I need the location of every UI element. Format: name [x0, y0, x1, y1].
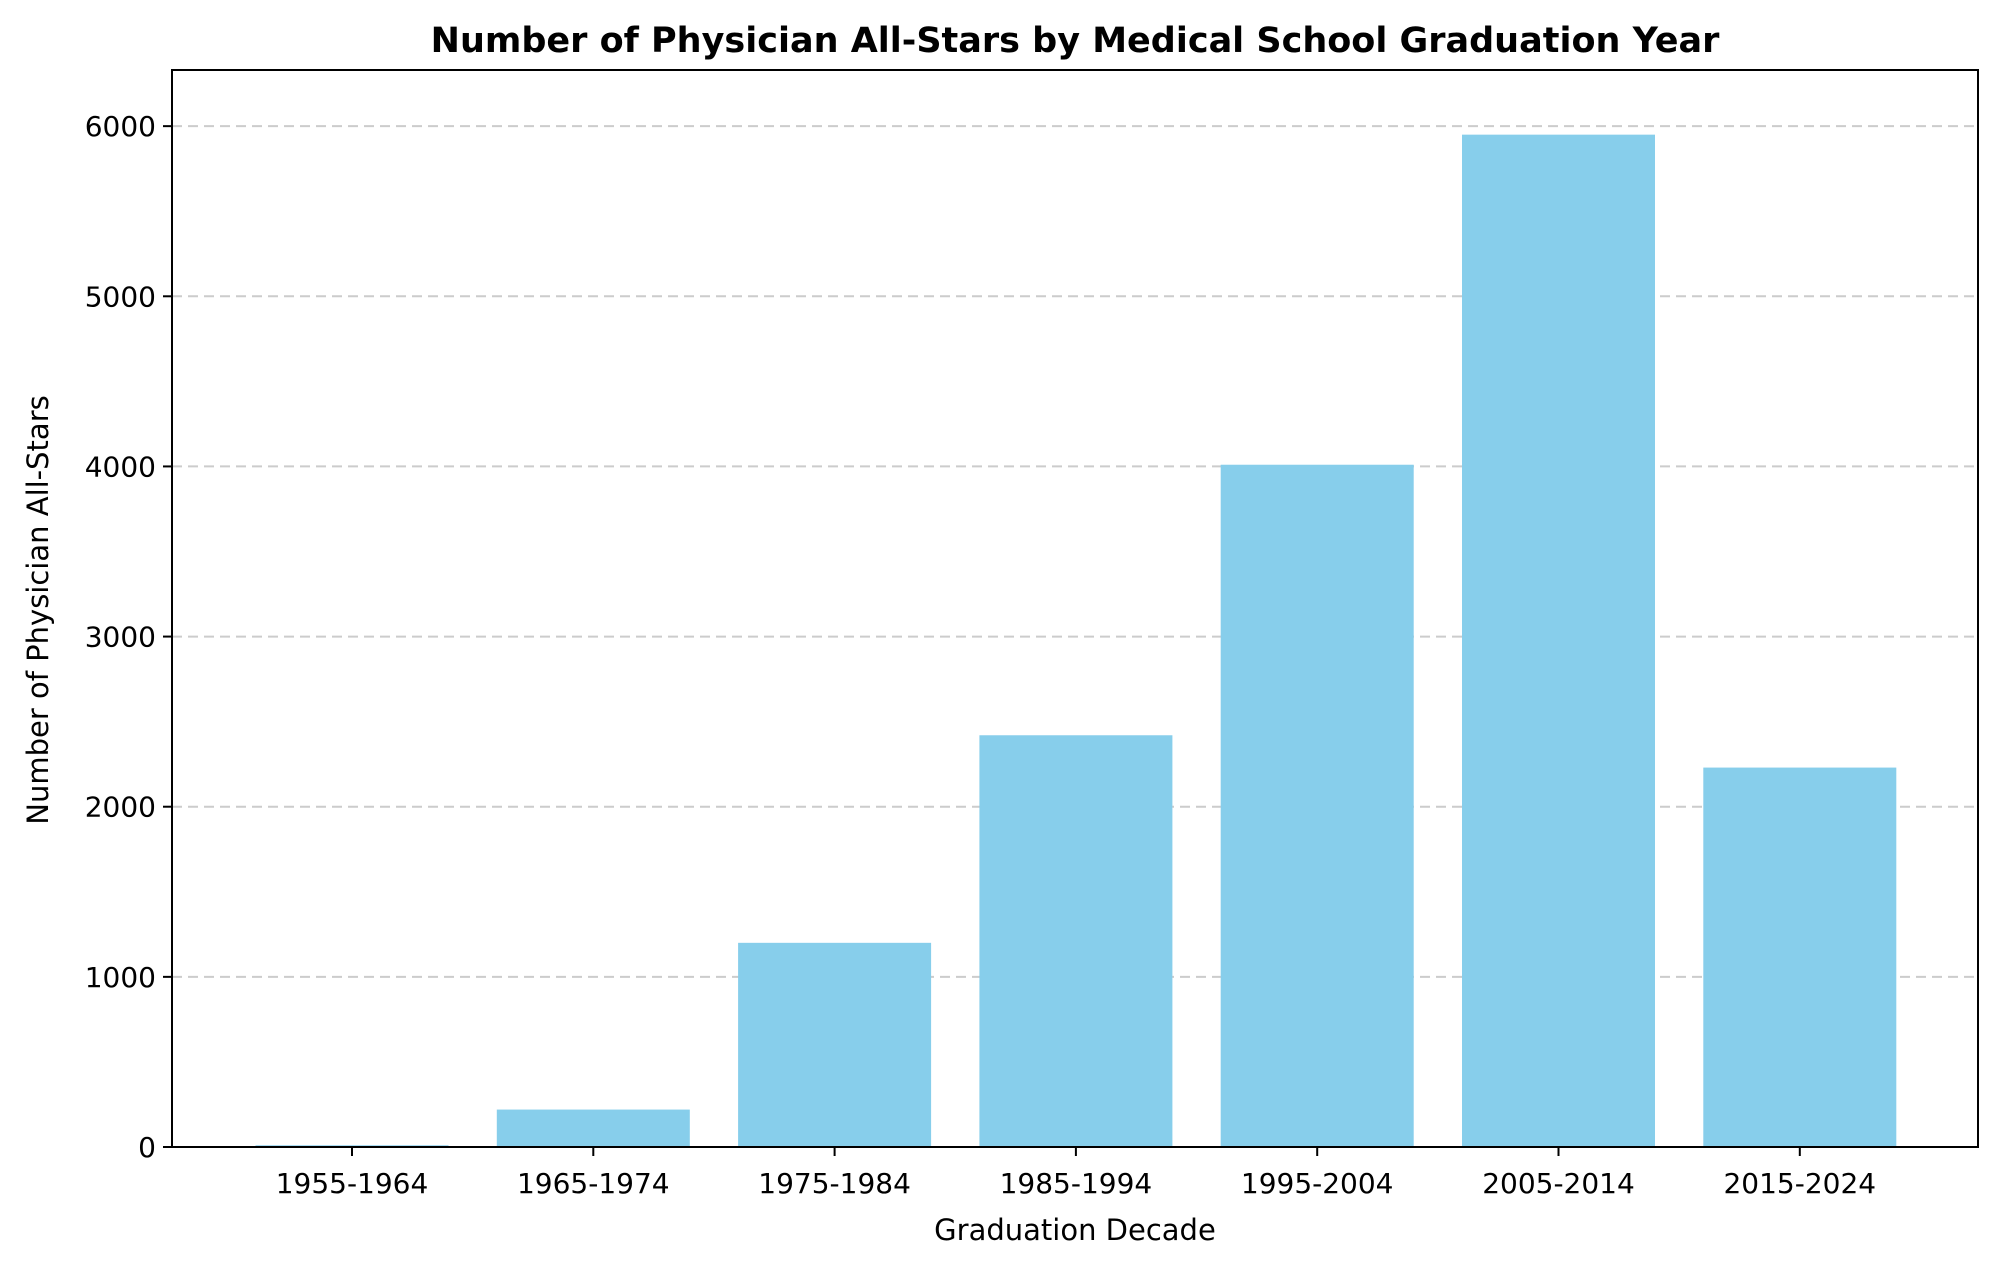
- x-tick-label: 1965-1974: [517, 1167, 670, 1200]
- y-tick-label: 6000: [85, 110, 156, 143]
- x-axis-ticks: 1955-1964 1965-1974 1975-1984 1985-1994 1995…: [276, 1147, 1876, 1200]
- bar-2015-2024: [1703, 767, 1897, 1147]
- bar-2005-2014: [1462, 134, 1655, 1147]
- x-axis-label: Graduation Decade: [934, 1213, 1216, 1247]
- bar-1975-1984: [738, 942, 932, 1147]
- x-tick-label: 1985-1994: [1000, 1167, 1153, 1200]
- y-tick-label: 3000: [85, 621, 156, 654]
- bar-1965-1974: [496, 1109, 690, 1147]
- x-tick-label: 2015-2024: [1723, 1167, 1876, 1200]
- y-tick-label: 4000: [85, 450, 156, 483]
- x-tick-label: 1995-2004: [1241, 1167, 1394, 1200]
- x-tick-label: 2005-2014: [1482, 1167, 1635, 1200]
- chart-title: Number of Physician All-Stars by Medical…: [431, 21, 1720, 61]
- x-tick-label: 1955-1964: [276, 1167, 429, 1200]
- y-tick-label: 5000: [85, 280, 156, 313]
- y-axis-ticks: 0 1000 2000 3000 4000 5000 6000: [85, 110, 172, 1164]
- bar-1995-2004: [1220, 464, 1414, 1147]
- x-tick-label: 1975-1984: [758, 1167, 911, 1200]
- y-tick-label: 1000: [85, 961, 156, 994]
- bars: [255, 134, 1897, 1147]
- y-axis-label: Number of Physician All-Stars: [21, 395, 55, 824]
- bar-1985-1994: [979, 735, 1173, 1147]
- y-tick-label: 2000: [85, 791, 156, 824]
- y-tick-label: 0: [138, 1131, 156, 1164]
